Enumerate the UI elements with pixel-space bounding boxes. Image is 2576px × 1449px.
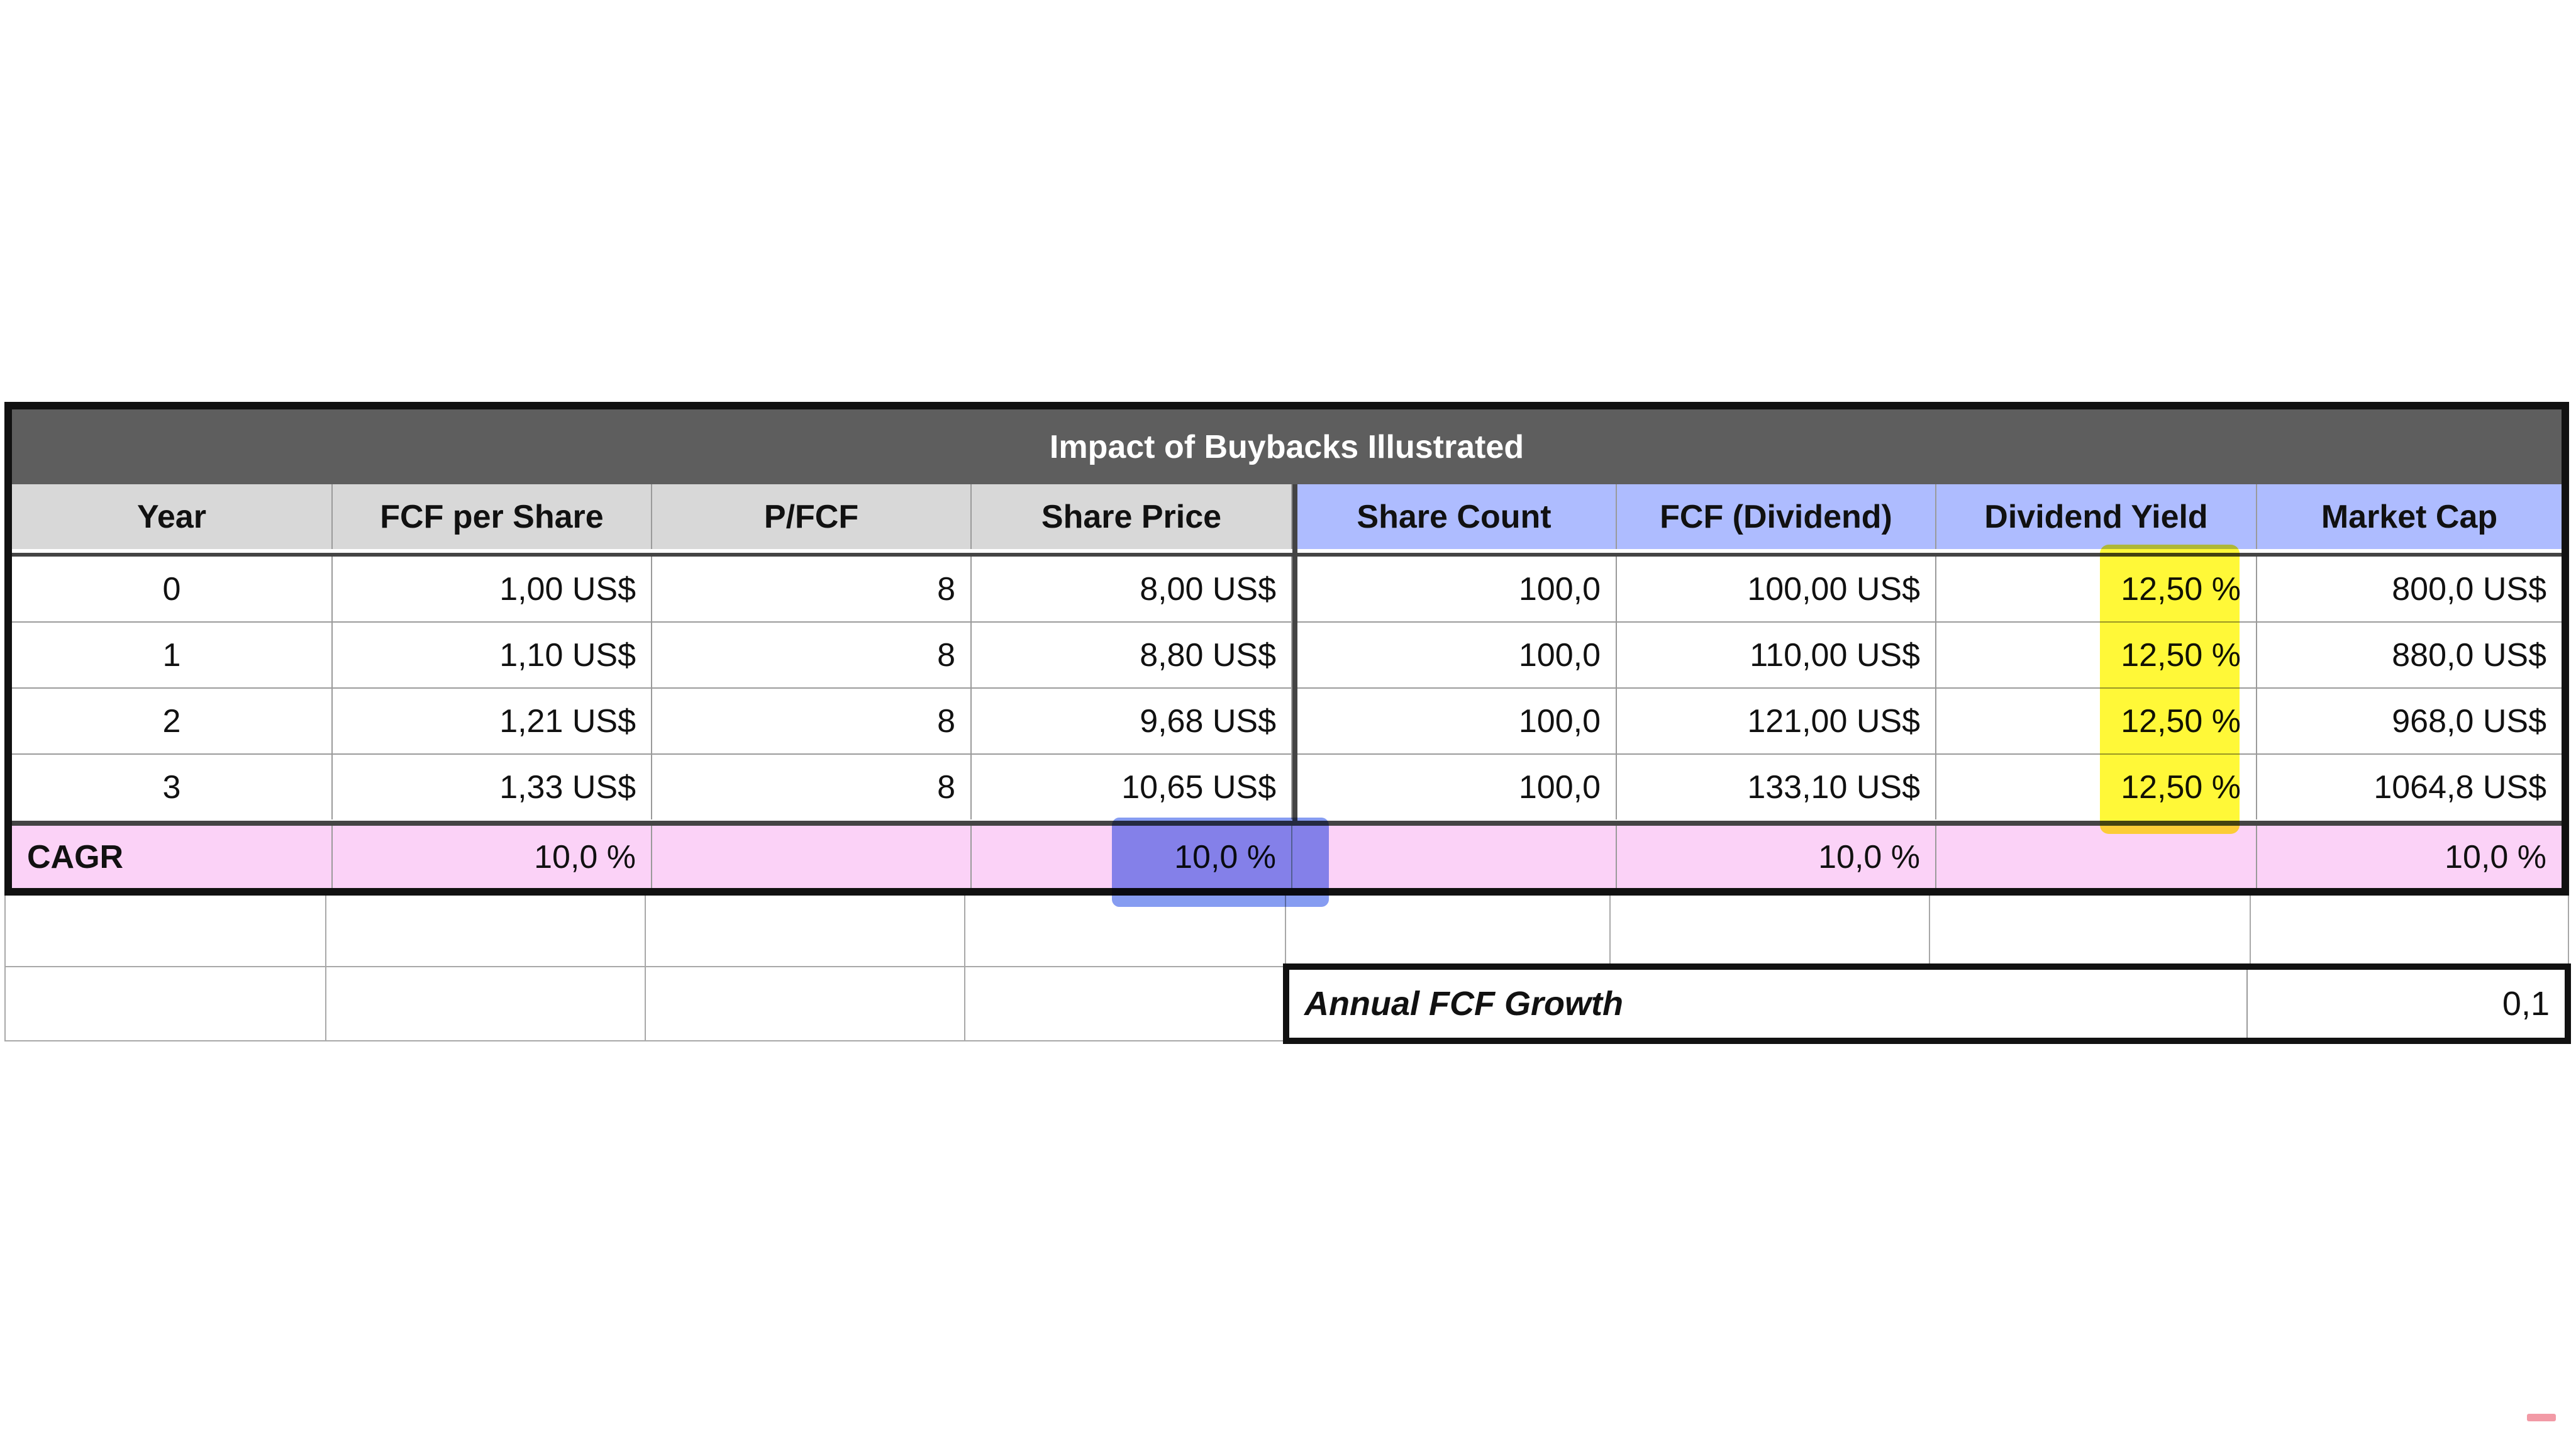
header-fcf-dividend[interactable]: FCF (Dividend) [1617,484,1936,549]
grid-line [4,896,6,1041]
grid-line [4,1040,1285,1041]
cell-market-cap[interactable]: 880,0 US$ [2392,636,2546,674]
header-row: Year FCF per Share P/FCF Share Price Sha… [12,484,2562,557]
grid-line [1285,896,1286,963]
cell-share-price[interactable]: 10,65 US$ [972,755,1292,819]
cell-share-price[interactable]: 8,80 US$ [972,623,1292,687]
cell-year[interactable]: 2 [12,689,333,753]
annual-fcf-growth-value[interactable]: 0,1 [2502,985,2550,1023]
header-share-price[interactable]: Share Price [972,484,1292,549]
table-title: Impact of Buybacks Illustrated [12,409,2562,488]
cell-share-count[interactable]: 100,0 [1292,689,1617,753]
grid-line [2568,896,2569,963]
annual-fcf-growth-label[interactable]: Annual FCF Growth [1289,970,2248,1038]
cell-fcf-dividend[interactable]: 121,00 US$ [1617,689,1936,753]
annual-fcf-growth-box: Annual FCF Growth 0,1 [1283,963,2571,1044]
header-market-cap[interactable]: Market Cap [2257,484,2562,549]
header-year[interactable]: Year [12,484,333,549]
cell-year[interactable]: 1 [12,623,333,687]
cell-year[interactable]: 0 [12,557,333,621]
cagr-p-fcf[interactable] [652,826,972,888]
cell-p-fcf[interactable]: 8 [652,755,972,819]
cell-share-count[interactable]: 100,0 [1292,755,1617,819]
cagr-label[interactable]: CAGR [12,826,333,888]
corner-badge [2527,1414,2556,1421]
share-price-cagr-highlight [1112,818,1329,907]
table-row: 0 1,00 US$ 8 8,00 US$ 100,0 100,00 US$ 1… [12,557,2562,623]
grid-line [325,896,326,1041]
header-p-fcf[interactable]: P/FCF [652,484,972,549]
cagr-fcf-per-share[interactable]: 10,0 % [333,826,652,888]
cell-market-cap[interactable]: 1064,8 US$ [2373,769,2546,806]
cagr-fcf-dividend[interactable]: 10,0 % [1617,826,1936,888]
cagr-share-count[interactable] [1292,826,1617,888]
cagr-dividend-yield[interactable] [1936,826,2257,888]
cell-fcf-dividend[interactable]: 133,10 US$ [1617,755,1936,819]
grid-line [645,896,646,1041]
header-share-count[interactable]: Share Count [1292,484,1617,549]
section-divider [1292,484,1297,824]
cell-p-fcf[interactable]: 8 [652,689,972,753]
header-fcf-per-share[interactable]: FCF per Share [333,484,652,549]
cell-market-cap[interactable]: 800,0 US$ [2392,570,2546,608]
cell-fcf-per-share[interactable]: 1,33 US$ [333,755,652,819]
cell-fcf-per-share[interactable]: 1,10 US$ [333,623,652,687]
grid-line [1609,896,1611,963]
dividend-yield-highlight [2100,545,2240,834]
cell-fcf-per-share[interactable]: 1,00 US$ [333,557,652,621]
cell-p-fcf[interactable]: 8 [652,557,972,621]
cell-year[interactable]: 3 [12,755,333,819]
grid-line [2250,896,2251,963]
grid-line [1929,896,1930,963]
cell-p-fcf[interactable]: 8 [652,623,972,687]
cell-fcf-per-share[interactable]: 1,21 US$ [333,689,652,753]
cell-fcf-dividend[interactable]: 100,00 US$ [1617,557,1936,621]
cell-share-price[interactable]: 9,68 US$ [972,689,1292,753]
header-dividend-yield[interactable]: Dividend Yield [1936,484,2257,549]
cell-market-cap[interactable]: 968,0 US$ [2392,702,2546,740]
grid-line [964,896,965,1041]
table-row: 3 1,33 US$ 8 10,65 US$ 100,0 133,10 US$ … [12,755,2562,821]
cell-share-price[interactable]: 8,00 US$ [972,557,1292,621]
cell-fcf-dividend[interactable]: 110,00 US$ [1617,623,1936,687]
cell-share-count[interactable]: 100,0 [1292,557,1617,621]
cell-share-count[interactable]: 100,0 [1292,623,1617,687]
cagr-market-cap[interactable]: 10,0 % [2445,838,2546,875]
